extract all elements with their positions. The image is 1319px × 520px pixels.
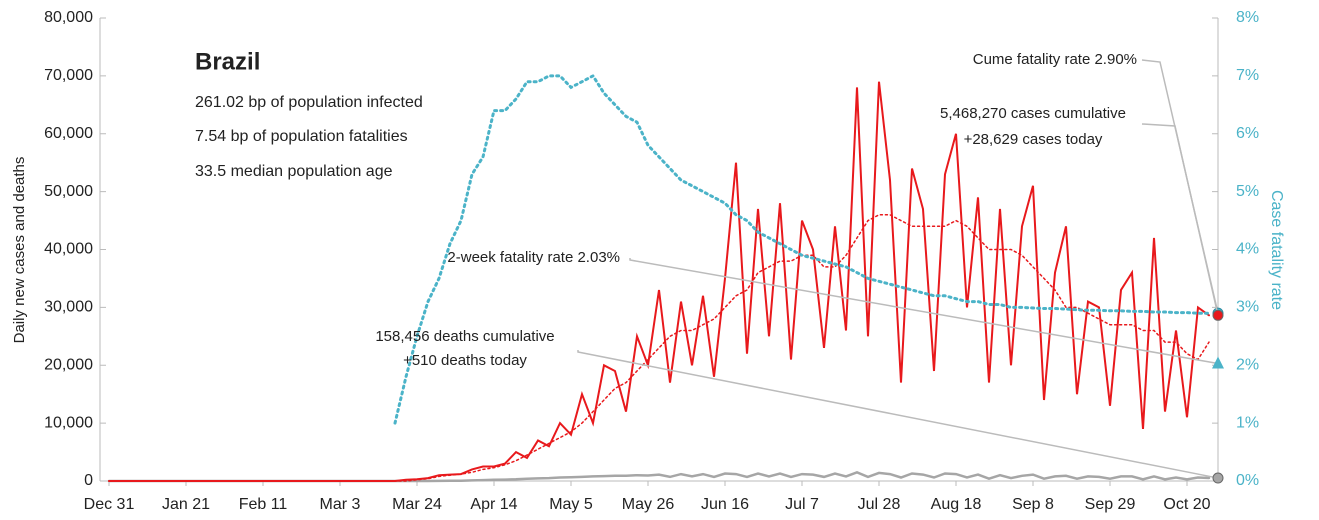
- series-line: [393, 73, 1211, 425]
- y-tick-label: 20,000: [44, 356, 93, 373]
- series-line: [107, 470, 1211, 483]
- x-tick-label: Oct 20: [1163, 496, 1210, 513]
- y2-tick-label: 7%: [1236, 67, 1259, 84]
- y2-tick-label: 3%: [1236, 299, 1259, 316]
- x-tick-label: Aug 18: [931, 496, 982, 513]
- y2-tick-label: 6%: [1236, 125, 1259, 142]
- y2-tick-label: 8%: [1236, 9, 1259, 26]
- x-tick-label: Dec 31: [84, 496, 135, 513]
- y-tick-label: 70,000: [44, 67, 93, 84]
- x-tick-label: Jun 16: [701, 496, 749, 513]
- x-tick-label: Jul 7: [785, 496, 819, 513]
- annotation-leader: [1141, 59, 1219, 314]
- x-tick-label: Mar 24: [392, 496, 442, 513]
- annotation-text: Cume fatality rate 2.90%: [973, 51, 1137, 68]
- y2-axis-label: Case fatality rate: [1268, 190, 1285, 310]
- x-tick-label: May 5: [549, 496, 593, 513]
- info-line: 261.02 bp of population infected: [195, 94, 423, 111]
- annotation-marker: [1212, 356, 1224, 369]
- info-line: 33.5 median population age: [195, 163, 393, 180]
- y2-tick-label: 0%: [1236, 472, 1259, 489]
- x-tick-label: May 26: [622, 496, 675, 513]
- y2-tick-label: 4%: [1236, 241, 1259, 258]
- annotation-leader: [1141, 123, 1219, 316]
- annotation-text: 2-week fatality rate 2.03%: [447, 249, 620, 266]
- x-tick-label: Jul 28: [858, 496, 901, 513]
- annotation-text: +510 deaths today: [403, 352, 527, 369]
- y-tick-label: 40,000: [44, 241, 93, 258]
- y2-tick-label: 2%: [1236, 356, 1259, 373]
- annotation-text: +28,629 cases today: [964, 131, 1103, 148]
- annotation-text: 5,468,270 cases cumulative: [940, 105, 1126, 122]
- x-tick-label: Sep 8: [1012, 496, 1054, 513]
- y2-tick-label: 1%: [1236, 414, 1259, 431]
- y-tick-label: 80,000: [44, 9, 93, 26]
- x-tick-label: Jan 21: [162, 496, 210, 513]
- y-axis-label: Daily new cases and deaths: [11, 157, 28, 344]
- series-line: [108, 214, 1210, 482]
- info-title: Brazil: [195, 48, 260, 75]
- y-tick-label: 60,000: [44, 125, 93, 142]
- info-line: 7.54 bp of population fatalities: [195, 128, 408, 145]
- annotation-marker: [1212, 472, 1224, 484]
- y-tick-label: 30,000: [44, 299, 93, 316]
- annotation-text: 158,456 deaths cumulative: [375, 328, 554, 345]
- annotation-leader: [577, 350, 1219, 479]
- x-tick-label: Sep 29: [1085, 496, 1136, 513]
- series-line: [108, 81, 1210, 482]
- y-tick-label: 0: [84, 472, 93, 489]
- y2-tick-label: 5%: [1236, 183, 1259, 200]
- y-tick-label: 10,000: [44, 414, 93, 431]
- annotation-leader: [629, 258, 1219, 365]
- y-tick-label: 50,000: [44, 183, 93, 200]
- x-tick-label: Feb 11: [239, 496, 288, 513]
- annotation-marker: [1212, 309, 1224, 321]
- x-tick-label: Apr 14: [470, 496, 517, 513]
- x-tick-label: Mar 3: [320, 496, 361, 513]
